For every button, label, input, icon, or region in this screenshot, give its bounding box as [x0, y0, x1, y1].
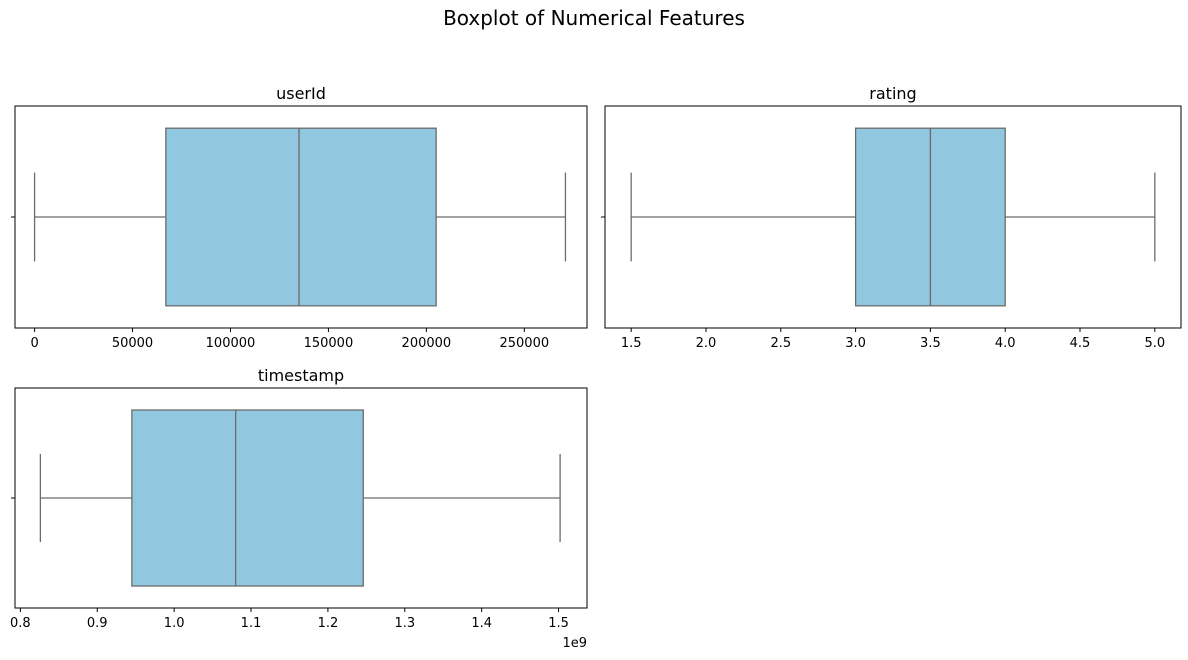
panel-title: userId: [276, 84, 326, 103]
x-tick-label: 1.3: [394, 616, 415, 631]
x-tick-label: 100000: [206, 336, 256, 351]
iqr-box: [131, 409, 364, 587]
panel-userid: userId 0 50000 100000 150000 200000 250000: [11, 84, 588, 351]
x-tick-label: 2.0: [696, 336, 717, 351]
x-tick-label: 1.4: [471, 616, 492, 631]
iqr-box: [165, 127, 437, 307]
figure-title: Boxplot of Numerical Features: [443, 6, 745, 30]
x-offset-label: 1e9: [562, 636, 587, 651]
panel-rating: rating 1.5 2.0 2.5 3.0 3.5 4.0 4.5 5.0: [601, 84, 1182, 351]
panel-title: timestamp: [258, 366, 344, 385]
x-tick-label: 0: [30, 336, 38, 351]
x-tick-label: 4.5: [1070, 336, 1091, 351]
x-tick-label: 1.5: [621, 336, 642, 351]
x-tick-label: 3.5: [920, 336, 941, 351]
x-tick-label: 0.8: [10, 616, 31, 631]
x-tick-label: 1.2: [318, 616, 339, 631]
x-tick-label: 50000: [112, 336, 153, 351]
x-tick-label: 4.0: [995, 336, 1016, 351]
x-tick-label: 250000: [499, 336, 549, 351]
x-tick-label: 5.0: [1144, 336, 1165, 351]
x-tick-label: 1.1: [241, 616, 262, 631]
panel-title: rating: [869, 84, 916, 103]
panel-timestamp: timestamp 0.8 0.9 1.0 1.1 1.2 1.3 1.4 1.5 1e9: [10, 366, 588, 651]
x-tick-label: 2.5: [770, 336, 791, 351]
x-tick-label: 1.0: [164, 616, 185, 631]
x-tick-label: 0.9: [87, 616, 108, 631]
x-tick-label: 3.0: [845, 336, 866, 351]
x-tick-label: 200000: [402, 336, 452, 351]
x-tick-label: 1.5: [548, 616, 569, 631]
x-tick-label: 150000: [304, 336, 354, 351]
